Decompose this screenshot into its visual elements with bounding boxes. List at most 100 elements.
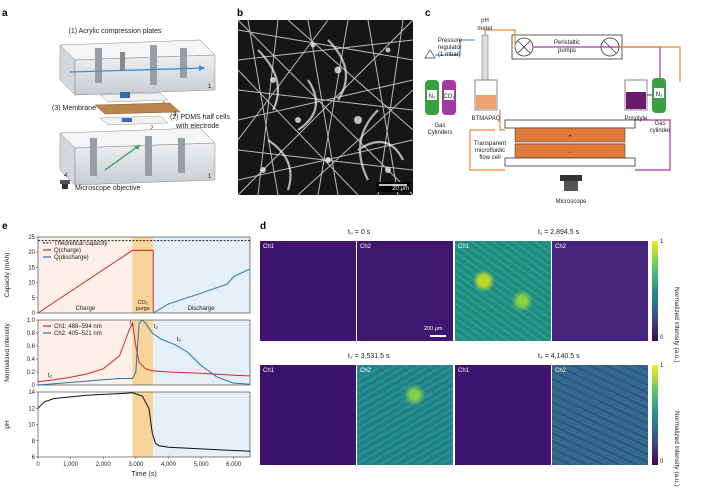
- gas-cylinders-left-icon: [425, 80, 456, 115]
- region-label-purge-2: purge: [136, 306, 150, 312]
- top-acrylic-plate: [59, 39, 216, 96]
- pdms-label-1: (2) PDMS half cells: [170, 114, 230, 121]
- x-tick-label: 4,000: [161, 462, 177, 468]
- y-tick-label: 1.0: [27, 318, 36, 324]
- gas-cylinder-label-2: cylinder: [650, 128, 671, 134]
- y-tick-label: 15: [28, 265, 35, 271]
- legend-entry: Theoretical capacity: [54, 241, 107, 247]
- colorbar-bottom: [652, 365, 658, 465]
- btmapaq-label: BTMAPAQ: [472, 116, 501, 122]
- y-tick-label: 0.2: [27, 370, 36, 376]
- pumps-label-1: Peristaltic: [554, 40, 580, 46]
- y-tick-label: 25: [28, 235, 35, 241]
- membrane-label: (3) Membrane: [52, 105, 96, 112]
- img-t2-ch1: [260, 365, 356, 465]
- axes-frame: [37, 319, 251, 386]
- sem-fiber-network: [238, 20, 413, 195]
- img-t0-ch2: [357, 241, 453, 341]
- discharge-region-shade: [153, 237, 250, 313]
- x-tick-label: 6,000: [226, 462, 242, 468]
- time-annotation: t₁: [129, 321, 133, 327]
- legend-entry: Ch2: 405–521 nm: [54, 331, 102, 337]
- ch1-label-t3: Ch1: [458, 368, 470, 374]
- ch1-label-t1: Ch1: [458, 244, 470, 250]
- panel-label-d: d: [260, 221, 267, 232]
- posolyte-reservoir-icon: [624, 79, 648, 111]
- ph-meter-label-2: meter: [477, 26, 492, 32]
- pdms-top-half: [99, 92, 169, 103]
- d-title-t1: t₁ = 2,894.5 s: [538, 229, 580, 236]
- membrane-layer: [94, 102, 181, 115]
- y-tick-label: 10: [28, 281, 35, 287]
- y-tick-label: 12: [28, 406, 35, 412]
- bottom-acrylic-plate: [59, 127, 216, 186]
- discharge-region-shade: [153, 392, 250, 457]
- colorbar-label-bottom: Normalized intensity (a.u.): [673, 411, 680, 487]
- panel-d-fluorescence: t₀ = 0 s t₁ = 2,894.5 s t₂ = 3,531.5 s t…: [258, 225, 711, 487]
- panel-label-e: e: [2, 221, 8, 232]
- x-axis-label: Time (s): [131, 471, 156, 478]
- y-axis-label: Normalized intensity: [4, 322, 11, 381]
- ph-probe-icon: [481, 34, 489, 86]
- flow-cell-label-3: flow cell: [479, 155, 500, 161]
- ch2-label-t1: Ch2: [555, 244, 567, 250]
- legend-entry: Ch1: 488–594 nm: [54, 324, 102, 330]
- x-tick-label: 1,000: [63, 462, 79, 468]
- img-t0-ch1: [260, 241, 356, 341]
- ch2-label-t0: Ch2: [360, 244, 372, 250]
- y-tick-label: 0.6: [27, 344, 36, 350]
- panel-label-c: c: [425, 8, 431, 19]
- co2-purge-region-shade: [132, 237, 154, 313]
- y-tick-label: 0.4: [27, 357, 36, 363]
- co2-purge-region-shade: [132, 320, 154, 385]
- img-t1-ch1: [455, 241, 551, 341]
- num-2-b: 2: [150, 126, 154, 132]
- ch1-label-t2: Ch1: [263, 368, 275, 374]
- flow-cell-label-2: microfluidic: [475, 148, 505, 154]
- panel-a-schematic: (1) Acrylic compression plates 1 2 3 (3)…: [52, 28, 230, 192]
- num-1-bottom: 1: [208, 174, 212, 180]
- co2-purge-region-shade: [132, 392, 154, 457]
- panel-c-flow-setup: Peristaltic pumps pH meter Pressure regu…: [424, 18, 681, 205]
- time-annotation: t₀: [48, 373, 53, 379]
- pressure-regulator-icon: [424, 39, 475, 59]
- img-t1-ch2: [552, 241, 648, 341]
- y-axis-label: pH: [4, 420, 11, 429]
- time-annotation: t₂: [154, 324, 159, 330]
- img-t3-ch2: [552, 365, 648, 465]
- microscope-objective-label: Microscope objective: [75, 185, 140, 192]
- region-label-discharge: Discharge: [188, 306, 216, 312]
- d-title-t3: t₃ = 4,140.5 s: [538, 353, 580, 360]
- gas-n2-left: N₂: [429, 94, 436, 100]
- discharge-region-shade: [153, 320, 250, 385]
- posolyte-label: Posolyte: [624, 116, 648, 122]
- ch2-label-t2: Ch2: [360, 368, 372, 374]
- colorbar-top: [652, 241, 658, 341]
- y-tick-label: 10: [28, 423, 35, 429]
- pumps-label-2: pumps: [558, 48, 576, 54]
- ch2-label-t3: Ch2: [555, 368, 567, 374]
- pressure-label-1: Pressure: [438, 38, 463, 44]
- y-tick-label: 0.8: [27, 331, 36, 337]
- gas-n2-right: N₂: [656, 92, 663, 98]
- ph-meter-label-1: pH: [481, 18, 489, 24]
- panel-label-b: b: [237, 8, 244, 19]
- microscope-icon: [560, 175, 582, 191]
- gas-cylinder-label-1: Gas: [654, 121, 665, 127]
- y-tick-label: 5: [32, 296, 36, 302]
- flow-cell-icon: [504, 119, 636, 167]
- y-tick-label: 6: [32, 455, 36, 461]
- charge-region-shade: [38, 237, 133, 313]
- series-line-q-discharge-: [152, 268, 251, 314]
- x-tick-label: 0: [36, 462, 40, 468]
- pressure-label-2: regulator: [438, 45, 462, 51]
- cb-bottom-min: 0: [660, 459, 664, 465]
- num-3: 3: [173, 112, 177, 118]
- btmapaq-reservoir-icon: [474, 79, 498, 111]
- series-line-q-charge-: [37, 249, 154, 314]
- y-tick-label: 8: [32, 439, 36, 445]
- panel-b-sem-image: 20 μm: [238, 20, 413, 195]
- axes-frame: [37, 236, 251, 314]
- pdms-bottom-half: [99, 115, 169, 126]
- pressure-label-3: (1 mbar): [438, 52, 461, 58]
